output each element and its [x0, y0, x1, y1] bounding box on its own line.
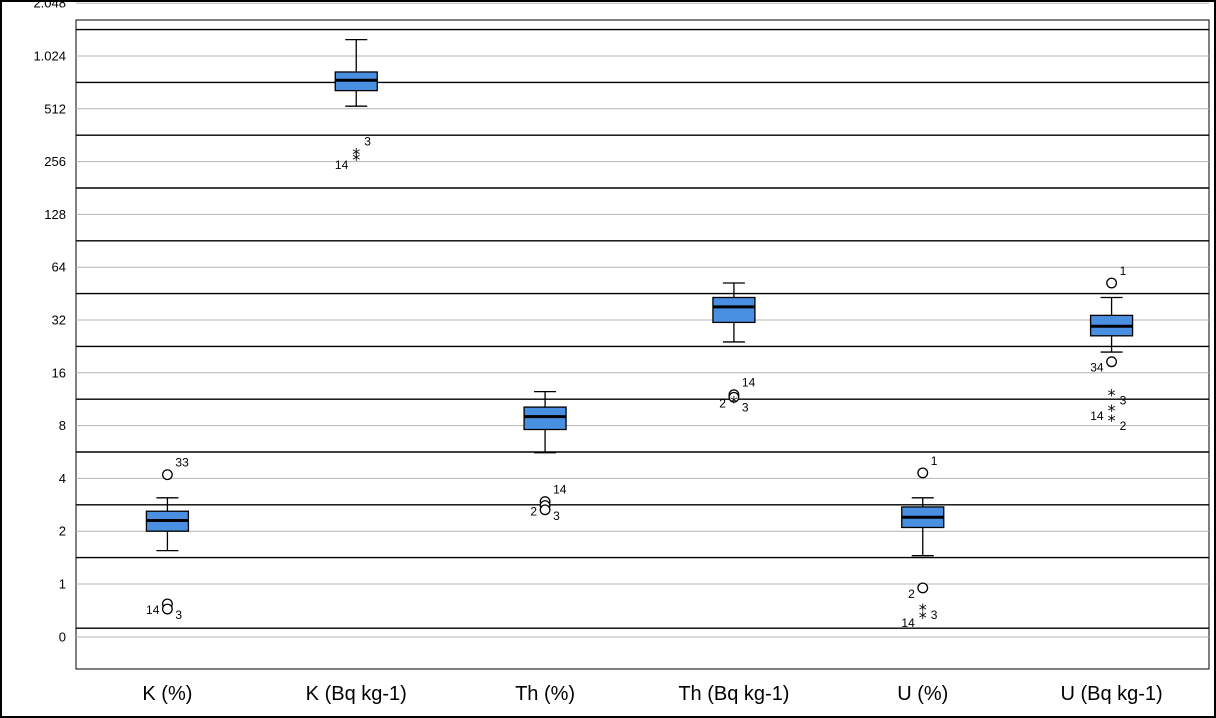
- outlier-star: *: [1108, 401, 1116, 420]
- outlier-label: 2: [719, 396, 726, 410]
- outlier-circle: [161, 603, 173, 615]
- y-tick-label: 512: [44, 101, 66, 116]
- outlier-circle: [917, 467, 929, 479]
- outlier-circle: [917, 582, 929, 594]
- outlier-star: *: [919, 600, 927, 619]
- outlier-label: 14: [553, 483, 567, 497]
- outlier-star: *: [352, 144, 360, 163]
- outlier-label: 1: [1120, 264, 1127, 278]
- box-group: 14 2 * 3: [712, 282, 756, 414]
- y-axis: 2.048 1.024 512 256 128 64 32 16 8 4 2 1 0: [33, 0, 66, 645]
- outlier-star: *: [730, 392, 738, 411]
- outlier-label: 2: [908, 587, 915, 601]
- y-tick-label: 64: [52, 260, 66, 275]
- x-axis: K (%) K (Bq kg-1) Th (%) Th (Bq kg-1) U (%) U…: [142, 683, 1162, 705]
- outlier-label: 3: [1120, 394, 1127, 408]
- outlier-label: 1: [931, 454, 938, 468]
- x-category-label: Th (%): [515, 683, 575, 705]
- y-tick-label: 1.024: [33, 49, 66, 64]
- outlier-label: 33: [175, 456, 189, 470]
- outlier-label: 34: [1090, 361, 1104, 375]
- outlier-circle: [1106, 356, 1118, 368]
- outlier-label: 2: [530, 505, 537, 519]
- y-tick-label: 2: [59, 524, 66, 539]
- y-tick-label: 1: [59, 577, 66, 592]
- x-category-label: K (Bq kg-1): [306, 683, 407, 705]
- y-tick-label: 8: [59, 418, 66, 433]
- box-group: 33 14 3: [145, 456, 189, 622]
- box-group: 1 2 * 3 * 14: [901, 454, 945, 630]
- y-tick-label: 2.048: [33, 0, 66, 11]
- box-group: 14 2 3: [523, 390, 567, 523]
- outlier-label: 3: [175, 608, 182, 622]
- y-tick-label: 256: [44, 154, 66, 169]
- outlier-circle: [161, 469, 173, 481]
- outlier-label: 2: [1120, 419, 1127, 433]
- x-category-label: K (%): [142, 683, 192, 705]
- y-tick-label: 128: [44, 207, 66, 222]
- outlier-label: 14: [335, 158, 349, 172]
- x-category-label: Th (Bq kg-1): [678, 683, 789, 705]
- outlier-label: 14: [1090, 409, 1104, 423]
- iqr-box: [712, 296, 756, 324]
- outlier-label: 14: [901, 616, 915, 630]
- iqr-box: [523, 406, 567, 431]
- y-tick-label: 16: [52, 365, 66, 380]
- outlier-star: *: [1108, 411, 1116, 430]
- box-group: * 3 *14: [334, 38, 378, 172]
- x-category-label: U (Bq kg-1): [1060, 683, 1162, 705]
- outlier-label: 14: [742, 376, 756, 390]
- outlier-circle: [728, 391, 740, 403]
- y-tick-label: 32: [52, 313, 66, 328]
- outlier-star: *: [1108, 386, 1116, 405]
- outlier-label: 3: [553, 509, 560, 523]
- outlier-star: *: [352, 150, 360, 169]
- gridlines: [76, 2, 1209, 638]
- outlier-label: 3: [364, 134, 371, 148]
- box-group: 1 34 * 3 * 14 * 2: [1089, 264, 1134, 433]
- outlier-label: 3: [742, 400, 749, 414]
- outlier-star: *: [919, 608, 927, 627]
- outlier-label: 14: [146, 603, 160, 617]
- outlier-circle: [539, 504, 551, 516]
- y-tick-label: 4: [59, 471, 66, 486]
- plot-area: [75, 19, 1210, 670]
- outlier-circle: [1106, 277, 1118, 289]
- outlier-label: 3: [931, 608, 938, 622]
- band-lines: [76, 28, 1209, 629]
- y-tick-label: 0: [59, 630, 66, 645]
- x-category-label: U (%): [897, 683, 948, 705]
